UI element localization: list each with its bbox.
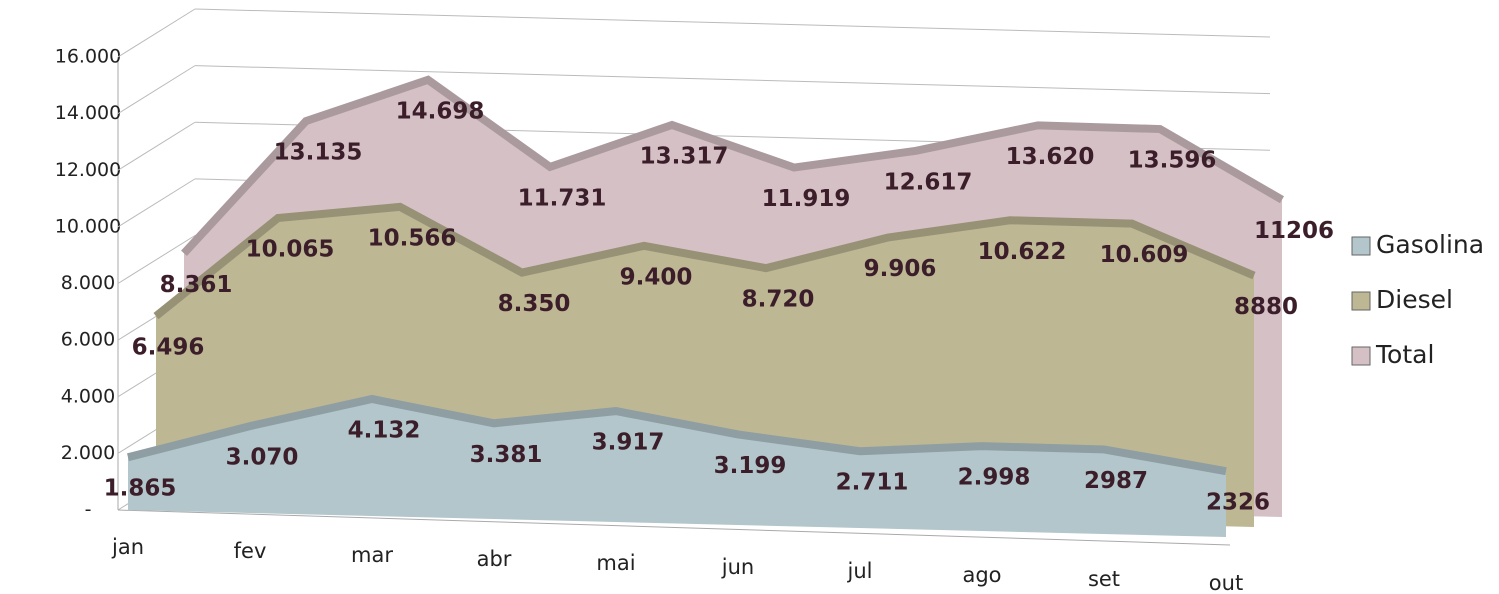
data-label: 2.998 (958, 465, 1031, 491)
data-label: 13.135 (274, 140, 363, 166)
area-edge (181, 75, 1285, 256)
y-tick-label: 2.000 (61, 442, 115, 464)
y-tick-label: 14.000 (55, 102, 121, 124)
x-tick-label: fev (234, 539, 267, 563)
data-label: 8.361 (160, 272, 233, 298)
data-label: 6.496 (132, 335, 205, 361)
y-tick-label: 4.000 (61, 385, 115, 407)
data-label: 9.400 (620, 264, 693, 290)
x-tick-label: jan (111, 535, 144, 559)
x-tick-label: mai (596, 551, 635, 575)
x-tick-label: abr (477, 547, 512, 571)
data-label: 11.731 (518, 185, 607, 211)
x-tick-label: set (1088, 567, 1120, 591)
data-label: 3.381 (470, 442, 543, 468)
x-axis (117, 509, 1231, 546)
x-tick-label: jul (847, 559, 873, 583)
data-label: 4.132 (348, 418, 421, 444)
x-tick-label: ago (962, 563, 1001, 587)
data-label: 2326 (1206, 490, 1270, 516)
data-label: 8.720 (742, 287, 815, 313)
data-label: 1.865 (104, 476, 177, 502)
data-label: 10.622 (978, 239, 1067, 265)
legend-label: Diesel (1376, 285, 1453, 314)
legend-swatch (1351, 291, 1371, 311)
grid-line (117, 235, 196, 284)
area (128, 399, 1226, 537)
data-label: 13.317 (640, 143, 729, 169)
data-label: 11206 (1254, 218, 1334, 244)
y-tick-label: 12.000 (55, 159, 121, 181)
x-tick-label: mar (351, 543, 393, 567)
y-tick-label: 8.000 (61, 272, 115, 294)
data-label: 9.906 (864, 256, 937, 282)
data-label: 12.617 (884, 169, 973, 195)
legend-swatch (1351, 346, 1371, 366)
legend-label: Gasolina (1376, 230, 1484, 259)
y-tick-label: 16.000 (55, 46, 121, 68)
grid-line (117, 8, 196, 58)
y-tick-label: - (85, 499, 92, 521)
x-tick-label: jun (721, 555, 754, 579)
data-label: 10.566 (368, 225, 457, 251)
area-edge (153, 202, 1256, 320)
y-tick-label: 6.000 (61, 329, 115, 351)
legend-label: Total (1375, 340, 1434, 369)
data-label: 14.698 (396, 98, 485, 124)
data-label: 13.596 (1128, 148, 1217, 174)
data-label: 13.620 (1006, 144, 1095, 170)
data-label: 2987 (1084, 468, 1148, 494)
data-label: 10.609 (1100, 242, 1189, 268)
grid-line (117, 65, 196, 115)
data-label: 10.065 (246, 237, 335, 263)
data-label: 11.919 (762, 186, 851, 212)
data-label: 3.070 (226, 445, 299, 471)
grid-line (117, 178, 196, 228)
grid-line (117, 121, 196, 171)
x-tick-label: out (1209, 571, 1243, 594)
y-tick-label: 10.000 (55, 215, 121, 237)
grid-line (194, 8, 1271, 38)
data-label: 8880 (1234, 294, 1298, 320)
area-edge (127, 394, 1227, 476)
data-label: 3.917 (592, 430, 665, 456)
data-label: 2.711 (836, 470, 909, 496)
data-label: 3.199 (714, 453, 787, 479)
legend-swatch (1351, 236, 1371, 256)
data-label: 8.350 (498, 291, 571, 317)
grid-line (194, 65, 1271, 95)
